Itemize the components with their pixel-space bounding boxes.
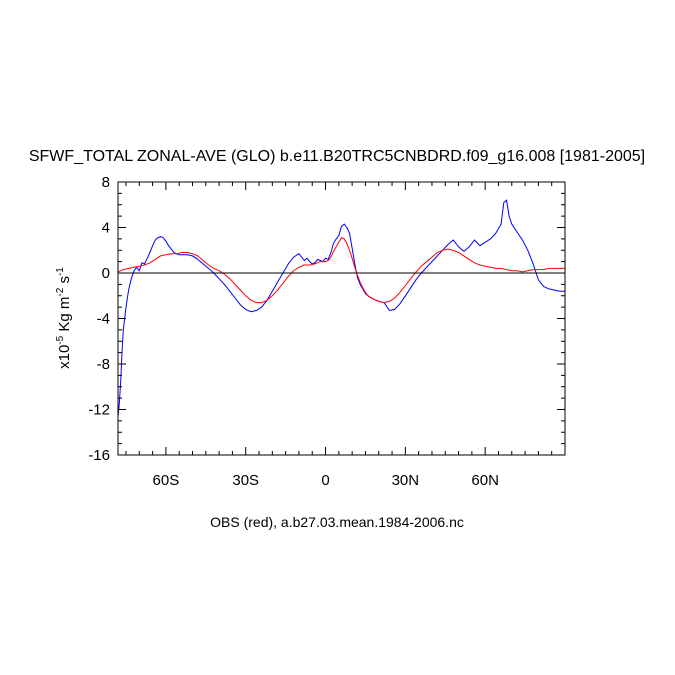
y-tick-label: 4 <box>102 220 110 237</box>
series-layer <box>117 199 565 417</box>
tick-layer: 8 4 0 -4 -8 -12 -16 60S 30S 0 30N 60N <box>88 174 565 489</box>
series-line-2 <box>117 237 565 304</box>
y-label-exp3: -1 <box>55 267 66 276</box>
y-label-unit1: Kg m <box>56 297 73 336</box>
y-label-unit2: s <box>56 276 73 288</box>
y-label-base: x10 <box>56 345 73 369</box>
y-tick-label: -16 <box>88 447 110 464</box>
y-tick-label: -12 <box>88 402 110 419</box>
footer-caption: OBS (red), a.b27.03.mean.1984-2006.nc <box>210 514 464 530</box>
y-tick-label: 8 <box>102 174 110 191</box>
x-tick-label: 60N <box>471 472 499 489</box>
series-line-1 <box>117 199 565 417</box>
plot-frame <box>117 181 566 456</box>
x-tick-label: 30N <box>392 472 420 489</box>
x-tick-label: 30S <box>232 472 259 489</box>
y-label-exp: -5 <box>55 335 66 344</box>
y-tick-label: -4 <box>97 311 110 328</box>
y-axis-label: x10-5 Kg m-2 s-1 <box>55 267 73 369</box>
x-tick-label: 60S <box>153 472 180 489</box>
chart-title: SFWF_TOTAL ZONAL-AVE (GLO) b.e11.B20TRC5… <box>29 148 645 165</box>
x-tick-label: 0 <box>321 472 329 489</box>
y-tick-label: 0 <box>102 265 110 282</box>
y-tick-label: -8 <box>97 356 110 373</box>
y-label-exp2: -2 <box>55 287 66 296</box>
